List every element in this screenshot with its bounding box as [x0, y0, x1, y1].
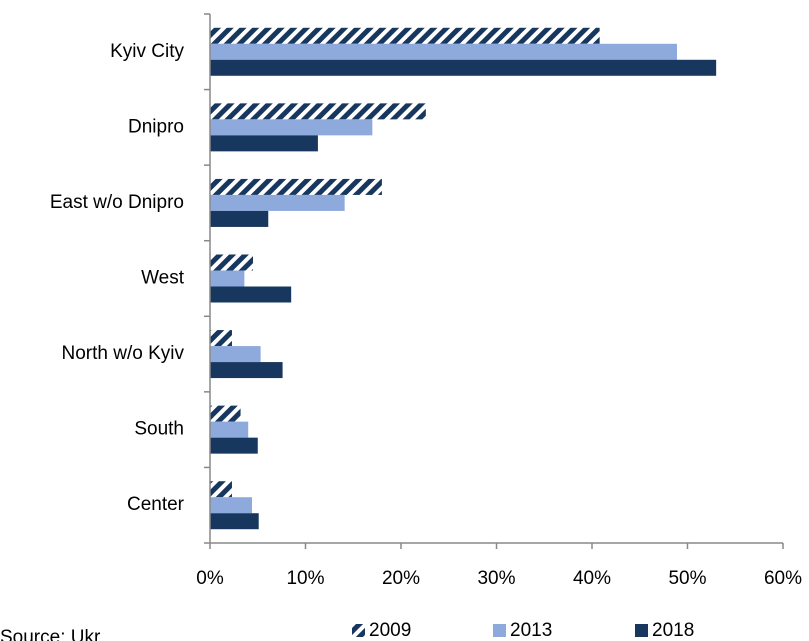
- bar: [210, 481, 232, 498]
- bar: [210, 59, 717, 76]
- bar: [210, 135, 318, 152]
- bar: [210, 270, 245, 287]
- source-note: Source: Ukr: [0, 627, 101, 641]
- x-tick-label: 30%: [477, 568, 515, 589]
- bar: [210, 346, 261, 363]
- bar: [210, 43, 677, 60]
- bar: [210, 210, 269, 227]
- bar: [210, 330, 232, 347]
- y-tick-label: North w/o Kyiv: [62, 343, 185, 364]
- bar: [210, 497, 253, 514]
- x-tick-label: 60%: [764, 568, 802, 589]
- bar: [210, 405, 241, 422]
- bar: [210, 119, 373, 136]
- x-tick-label: 10%: [286, 568, 324, 589]
- y-tick-label: South: [134, 419, 184, 440]
- y-tick-label: Kyiv City: [110, 41, 184, 62]
- bar: [210, 178, 382, 195]
- bar: [210, 254, 253, 271]
- y-tick-label: Center: [127, 494, 185, 515]
- bar: [210, 103, 426, 120]
- bar: [210, 362, 283, 379]
- legend-label: 2009: [369, 620, 411, 641]
- legend-swatch: [493, 624, 506, 637]
- legend-swatch: [635, 624, 648, 637]
- bar: [210, 286, 292, 303]
- y-tick-label: East w/o Dnipro: [50, 192, 184, 213]
- legend-label: 2018: [652, 620, 694, 641]
- y-tick-label: Dnipro: [128, 116, 184, 137]
- x-tick-label: 20%: [382, 568, 420, 589]
- legend-swatch: [352, 624, 365, 637]
- bar: [210, 513, 259, 530]
- legend-label: 2013: [510, 620, 552, 641]
- bar: [210, 194, 345, 211]
- y-tick-label: West: [141, 268, 185, 289]
- x-tick-label: 0%: [196, 568, 224, 589]
- bar: [210, 27, 600, 44]
- bar: [210, 437, 258, 454]
- bar: [210, 421, 249, 438]
- x-tick-label: 40%: [573, 568, 611, 589]
- x-tick-label: 50%: [668, 568, 706, 589]
